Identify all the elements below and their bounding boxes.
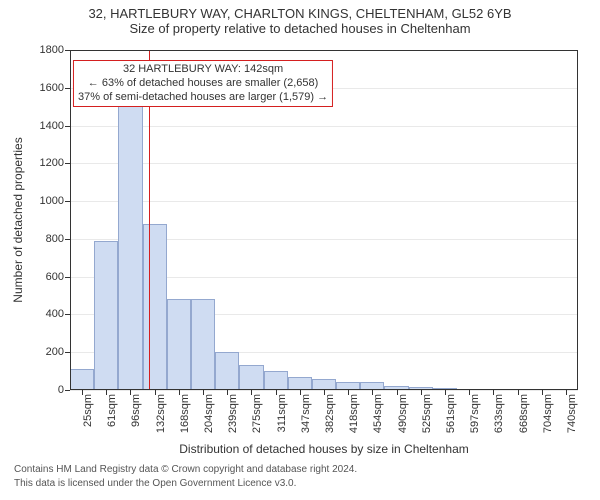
xtick-label: 382sqm <box>324 394 336 433</box>
annotation-box: 32 HARTLEBURY WAY: 142sqm← 63% of detach… <box>73 60 333 107</box>
gridline <box>70 126 578 127</box>
ytick-label: 1400 <box>40 120 70 132</box>
xtick-label: 418sqm <box>348 394 360 433</box>
ytick-label: 1000 <box>40 195 70 207</box>
xtick-label: 561sqm <box>445 394 457 433</box>
histogram-bar <box>215 352 239 390</box>
xtick-label: 275sqm <box>251 394 263 433</box>
annotation-line: ← 63% of detached houses are smaller (2,… <box>78 77 328 91</box>
footer-copyright: Contains HM Land Registry data © Crown c… <box>14 464 357 475</box>
xtick-label: 168sqm <box>179 394 191 433</box>
xtick-label: 597sqm <box>469 394 481 433</box>
xtick-label: 454sqm <box>372 394 384 433</box>
xtick-label: 311sqm <box>276 394 288 432</box>
ytick-label: 600 <box>46 271 70 283</box>
histogram-chart: 32, HARTLEBURY WAY, CHARLTON KINGS, CHEL… <box>0 0 600 500</box>
xtick-label: 25sqm <box>82 394 94 427</box>
xtick-label: 204sqm <box>203 394 215 433</box>
ytick-label: 800 <box>46 233 70 245</box>
ytick-label: 1800 <box>40 44 70 56</box>
gridline <box>70 163 578 164</box>
gridline <box>70 201 578 202</box>
xtick-label: 668sqm <box>518 394 530 433</box>
xtick-label: 525sqm <box>421 394 433 433</box>
xtick-label: 239sqm <box>227 394 239 433</box>
xtick-label: 740sqm <box>566 394 578 433</box>
footer-licence: This data is licensed under the Open Gov… <box>14 478 296 489</box>
xtick-label: 132sqm <box>155 394 167 433</box>
histogram-bar <box>312 379 336 390</box>
ytick-label: 400 <box>46 308 70 320</box>
histogram-bar <box>264 371 288 390</box>
ytick-label: 200 <box>46 346 70 358</box>
histogram-bar <box>118 97 142 390</box>
annotation-line: 32 HARTLEBURY WAY: 142sqm <box>78 63 328 77</box>
histogram-bar <box>167 299 191 390</box>
xtick-label: 490sqm <box>397 394 409 433</box>
histogram-bar <box>94 241 118 390</box>
x-axis-label: Distribution of detached houses by size … <box>179 442 469 456</box>
ytick-label: 1200 <box>40 157 70 169</box>
histogram-bar <box>239 365 263 390</box>
histogram-bar <box>336 382 360 391</box>
histogram-bar <box>360 382 384 390</box>
y-axis-label: Number of detached properties <box>11 137 25 302</box>
chart-subtitle: Size of property relative to detached ho… <box>0 21 600 36</box>
gridline <box>70 50 578 51</box>
chart-title-address: 32, HARTLEBURY WAY, CHARLTON KINGS, CHEL… <box>0 0 600 21</box>
xtick-label: 633sqm <box>493 394 505 433</box>
xtick-label: 61sqm <box>106 394 118 427</box>
ytick-label: 1600 <box>40 82 70 94</box>
plot-area: 02004006008001000120014001600180025sqm61… <box>70 50 578 390</box>
annotation-line: 37% of semi-detached houses are larger (… <box>78 91 328 105</box>
histogram-bar <box>143 224 167 390</box>
xtick-label: 96sqm <box>130 394 142 427</box>
histogram-bar <box>70 369 94 390</box>
histogram-bar <box>191 299 215 390</box>
histogram-bar <box>288 377 312 390</box>
xtick-label: 704sqm <box>542 394 554 433</box>
ytick-label: 0 <box>58 384 70 396</box>
xtick-label: 347sqm <box>300 394 312 433</box>
